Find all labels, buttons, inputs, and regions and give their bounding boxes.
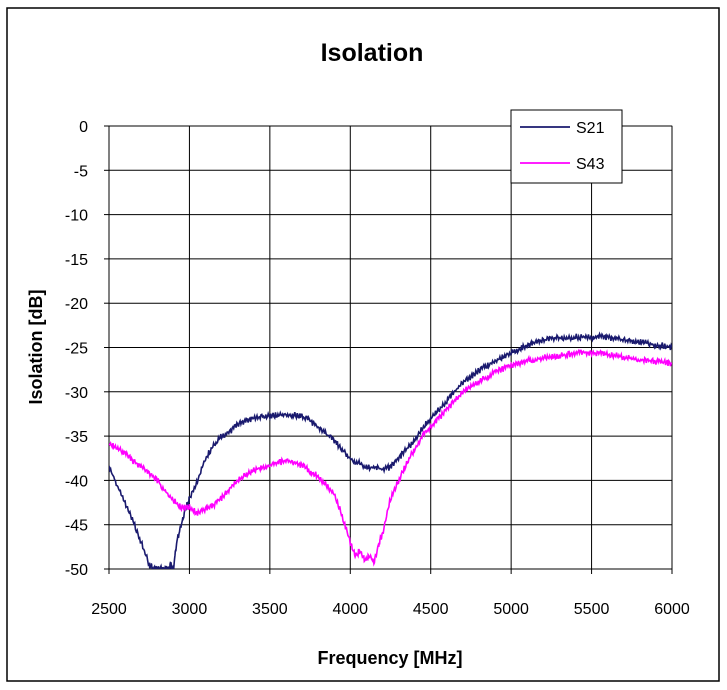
y-tick-label: -40 bbox=[65, 473, 88, 490]
series-group bbox=[109, 331, 672, 569]
y-axis-label: Isolation [dB] bbox=[26, 290, 46, 405]
series-line-s43 bbox=[109, 348, 672, 567]
y-tick-label: -5 bbox=[74, 163, 88, 180]
series-lines bbox=[109, 331, 672, 569]
legend-label-s21: S21 bbox=[576, 120, 605, 137]
y-tick-label: -10 bbox=[65, 208, 88, 225]
y-tick-labels: 0 -5 -10 -15 -20 -25 -30 -35 -40 -45 -50 bbox=[65, 119, 109, 579]
y-tick-label: -45 bbox=[65, 518, 88, 535]
x-tick-label: 4500 bbox=[413, 601, 449, 618]
x-axis-label: Frequency [MHz] bbox=[317, 648, 462, 668]
legend: S21 S43 bbox=[510, 109, 623, 184]
x-tick-labels: 2500 3000 3500 4000 4500 5000 5500 6000 bbox=[91, 569, 690, 618]
legend-items: S21 S43 bbox=[520, 120, 605, 173]
chart-title: Isolation bbox=[321, 39, 424, 67]
y-tick-label: -25 bbox=[65, 341, 88, 358]
x-tick-label: 4000 bbox=[332, 601, 368, 618]
x-tick-label: 3000 bbox=[172, 601, 208, 618]
y-tick-label: 0 bbox=[79, 119, 88, 136]
legend-label-s43: S43 bbox=[576, 156, 605, 173]
x-tick-label: 3500 bbox=[252, 601, 288, 618]
series-line-s21 bbox=[109, 331, 672, 569]
x-tick-label: 5000 bbox=[493, 601, 529, 618]
x-tick-label: 5500 bbox=[574, 601, 610, 618]
y-tick-label: -30 bbox=[65, 385, 88, 402]
legend-box bbox=[510, 109, 623, 184]
y-tick-label: -15 bbox=[65, 252, 88, 269]
grid-lines bbox=[108, 125, 673, 570]
x-tick-label: 6000 bbox=[654, 601, 690, 618]
y-tick-label: -50 bbox=[65, 562, 88, 579]
y-tick-label: -35 bbox=[65, 429, 88, 446]
x-tick-label: 2500 bbox=[91, 601, 127, 618]
y-tick-label: -20 bbox=[65, 296, 88, 313]
